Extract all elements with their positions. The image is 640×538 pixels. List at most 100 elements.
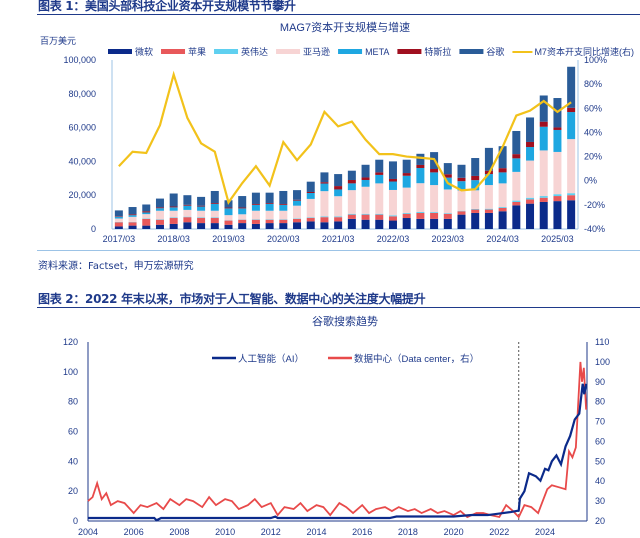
bar-谷歌 (210, 190, 219, 204)
chart1-ytick: 80,000 (68, 89, 96, 99)
bar-苹果 (114, 222, 123, 227)
bar-亚马逊 (320, 191, 329, 217)
chart1-xtick: 2017/03 (103, 234, 136, 244)
chart1-y2tick: 0% (584, 176, 597, 186)
bar-微软 (443, 218, 452, 229)
chart2-ytick: 40 (68, 456, 78, 466)
bar-META (155, 208, 164, 211)
chart1-xtick: 2020/03 (267, 234, 300, 244)
chart2-y2tick: 30 (595, 496, 605, 506)
bar-亚马逊 (443, 189, 452, 214)
bar-苹果 (457, 211, 466, 215)
chart1-xtick: 2021/03 (322, 234, 355, 244)
bar-谷歌 (567, 66, 576, 108)
chart1-xtick: 2022/03 (377, 234, 410, 244)
bar-谷歌 (155, 198, 164, 208)
bar-特斯拉 (567, 107, 576, 113)
bar-微软 (265, 223, 274, 229)
bar-苹果 (539, 197, 548, 202)
chart2-ytick: 60 (68, 427, 78, 437)
bar-苹果 (265, 219, 274, 224)
bar-英伟达 (347, 213, 356, 215)
bar-META (471, 180, 480, 191)
bar-META (334, 189, 343, 197)
bar-META (279, 204, 288, 211)
growth-line (118, 70, 572, 205)
bar-微软 (251, 223, 260, 229)
chart1-ytick: 60,000 (68, 123, 96, 133)
bar-亚马逊 (512, 171, 521, 201)
bar-苹果 (279, 219, 288, 224)
bar-微软 (238, 223, 247, 229)
bar-苹果 (361, 214, 370, 220)
bar-亚马逊 (334, 196, 343, 217)
bar-微软 (430, 218, 439, 229)
bar-谷歌 (251, 192, 260, 204)
bar-微软 (142, 225, 151, 229)
bar-英伟达 (498, 207, 507, 208)
chart2-xtick: 2004 (78, 527, 98, 537)
bar-英伟达 (210, 217, 219, 219)
bar-英伟达 (539, 196, 548, 198)
chart1-xtick: 2019/03 (212, 234, 245, 244)
bar-苹果 (142, 218, 151, 226)
bar-亚马逊 (471, 190, 480, 209)
bar-META (128, 215, 137, 217)
legend-swatch (459, 49, 484, 54)
bar-英伟达 (553, 194, 562, 197)
chart2-xtick: 2018 (398, 527, 418, 537)
chart2-xtick: 2024 (535, 527, 555, 537)
bar-META (210, 203, 219, 211)
bar-英伟达 (142, 218, 151, 219)
bar-微软 (197, 223, 206, 229)
bar-苹果 (402, 213, 411, 219)
bar-微软 (471, 212, 480, 229)
chart2-title: 谷歌搜索趋势 (312, 314, 378, 328)
chart2-xtick: 2008 (169, 527, 189, 537)
bar-英伟达 (443, 213, 452, 214)
chart2-ytick: 0 (73, 516, 78, 526)
bar-META (251, 204, 260, 211)
bar-特斯拉 (155, 207, 164, 209)
bar-微软 (457, 214, 466, 229)
bar-谷歌 (320, 172, 329, 183)
legend-swatch (397, 49, 422, 54)
bar-英伟达 (279, 219, 288, 220)
source-rule (37, 250, 640, 251)
bar-META (539, 126, 548, 151)
chart1-y2tick: 20% (584, 152, 602, 162)
bar-微软 (169, 223, 178, 229)
bar-META (320, 183, 329, 192)
figure1-rule (37, 14, 640, 15)
bar-META (224, 208, 233, 216)
bar-苹果 (388, 216, 397, 221)
bar-苹果 (526, 199, 535, 204)
legend-label: 特斯拉 (424, 46, 451, 57)
bar-特斯拉 (279, 203, 288, 205)
bar-微软 (293, 222, 302, 229)
chart2-y2tick: 20 (595, 516, 605, 526)
bar-亚马逊 (347, 190, 356, 214)
bar-谷歌 (375, 159, 384, 173)
chart1-ytick: 0 (91, 224, 96, 234)
bar-META (183, 205, 192, 210)
bar-亚马逊 (402, 187, 411, 213)
bar-亚马逊 (526, 160, 535, 198)
bar-微软 (388, 220, 397, 229)
bar-亚马逊 (484, 185, 493, 209)
bar-英伟达 (293, 218, 302, 219)
bar-谷歌 (388, 161, 397, 179)
bar-亚马逊 (416, 183, 425, 212)
bar-微软 (539, 201, 548, 229)
bar-苹果 (347, 214, 356, 219)
bar-英伟达 (430, 212, 439, 213)
bar-微软 (484, 212, 493, 229)
bar-亚马逊 (238, 214, 247, 220)
bar-英伟达 (416, 211, 425, 213)
legend-label: 人工智能（AI） (238, 353, 304, 365)
bar-特斯拉 (210, 203, 219, 204)
series-line (88, 383, 588, 522)
bar-META (526, 147, 535, 161)
bar-苹果 (416, 212, 425, 219)
